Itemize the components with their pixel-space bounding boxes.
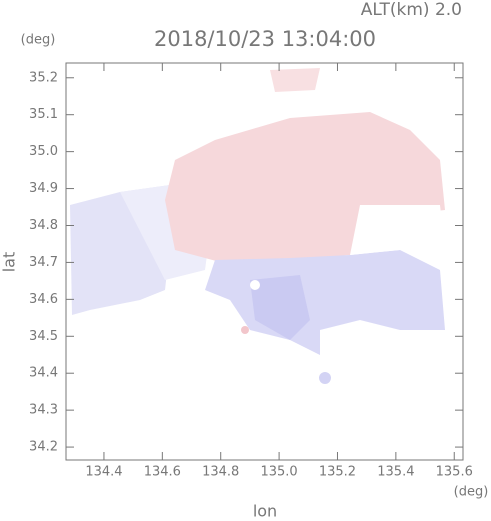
x-tick-label: 135.4 bbox=[377, 465, 414, 480]
echo-field bbox=[70, 68, 445, 384]
y-unit: (deg) bbox=[21, 33, 56, 48]
chart-title: 2018/10/23 13:04:00 bbox=[154, 27, 376, 51]
y-tick-label: 34.4 bbox=[29, 366, 58, 381]
x-tick-label: 135.6 bbox=[436, 465, 473, 480]
y-tick-label: 34.3 bbox=[29, 403, 58, 418]
x-tick-label: 135.0 bbox=[260, 465, 297, 480]
x-tick-label: 135.2 bbox=[319, 465, 356, 480]
x-tick-label: 134.4 bbox=[85, 465, 122, 480]
x-tick-label: 134.6 bbox=[144, 465, 181, 480]
x-tick-label: 134.8 bbox=[202, 465, 239, 480]
y-tick-label: 35.2 bbox=[29, 70, 58, 85]
y-tick-label: 35.0 bbox=[29, 144, 58, 159]
y-tick-label: 34.8 bbox=[29, 218, 58, 233]
chart-subtitle: ALT(km) 2.0 bbox=[361, 0, 462, 20]
y-tick-label: 34.9 bbox=[29, 181, 58, 196]
x-axis-title: lon bbox=[253, 502, 277, 521]
y-tick-label: 35.1 bbox=[29, 107, 58, 122]
plot-frame bbox=[65, 62, 464, 461]
y-tick-label: 34.2 bbox=[29, 440, 58, 455]
y-axis-title: lat bbox=[0, 252, 19, 273]
x-unit: (deg) bbox=[454, 485, 489, 500]
y-tick-label: 34.5 bbox=[29, 329, 58, 344]
y-tick-label: 34.7 bbox=[29, 255, 58, 270]
y-tick-label: 34.6 bbox=[29, 292, 58, 307]
